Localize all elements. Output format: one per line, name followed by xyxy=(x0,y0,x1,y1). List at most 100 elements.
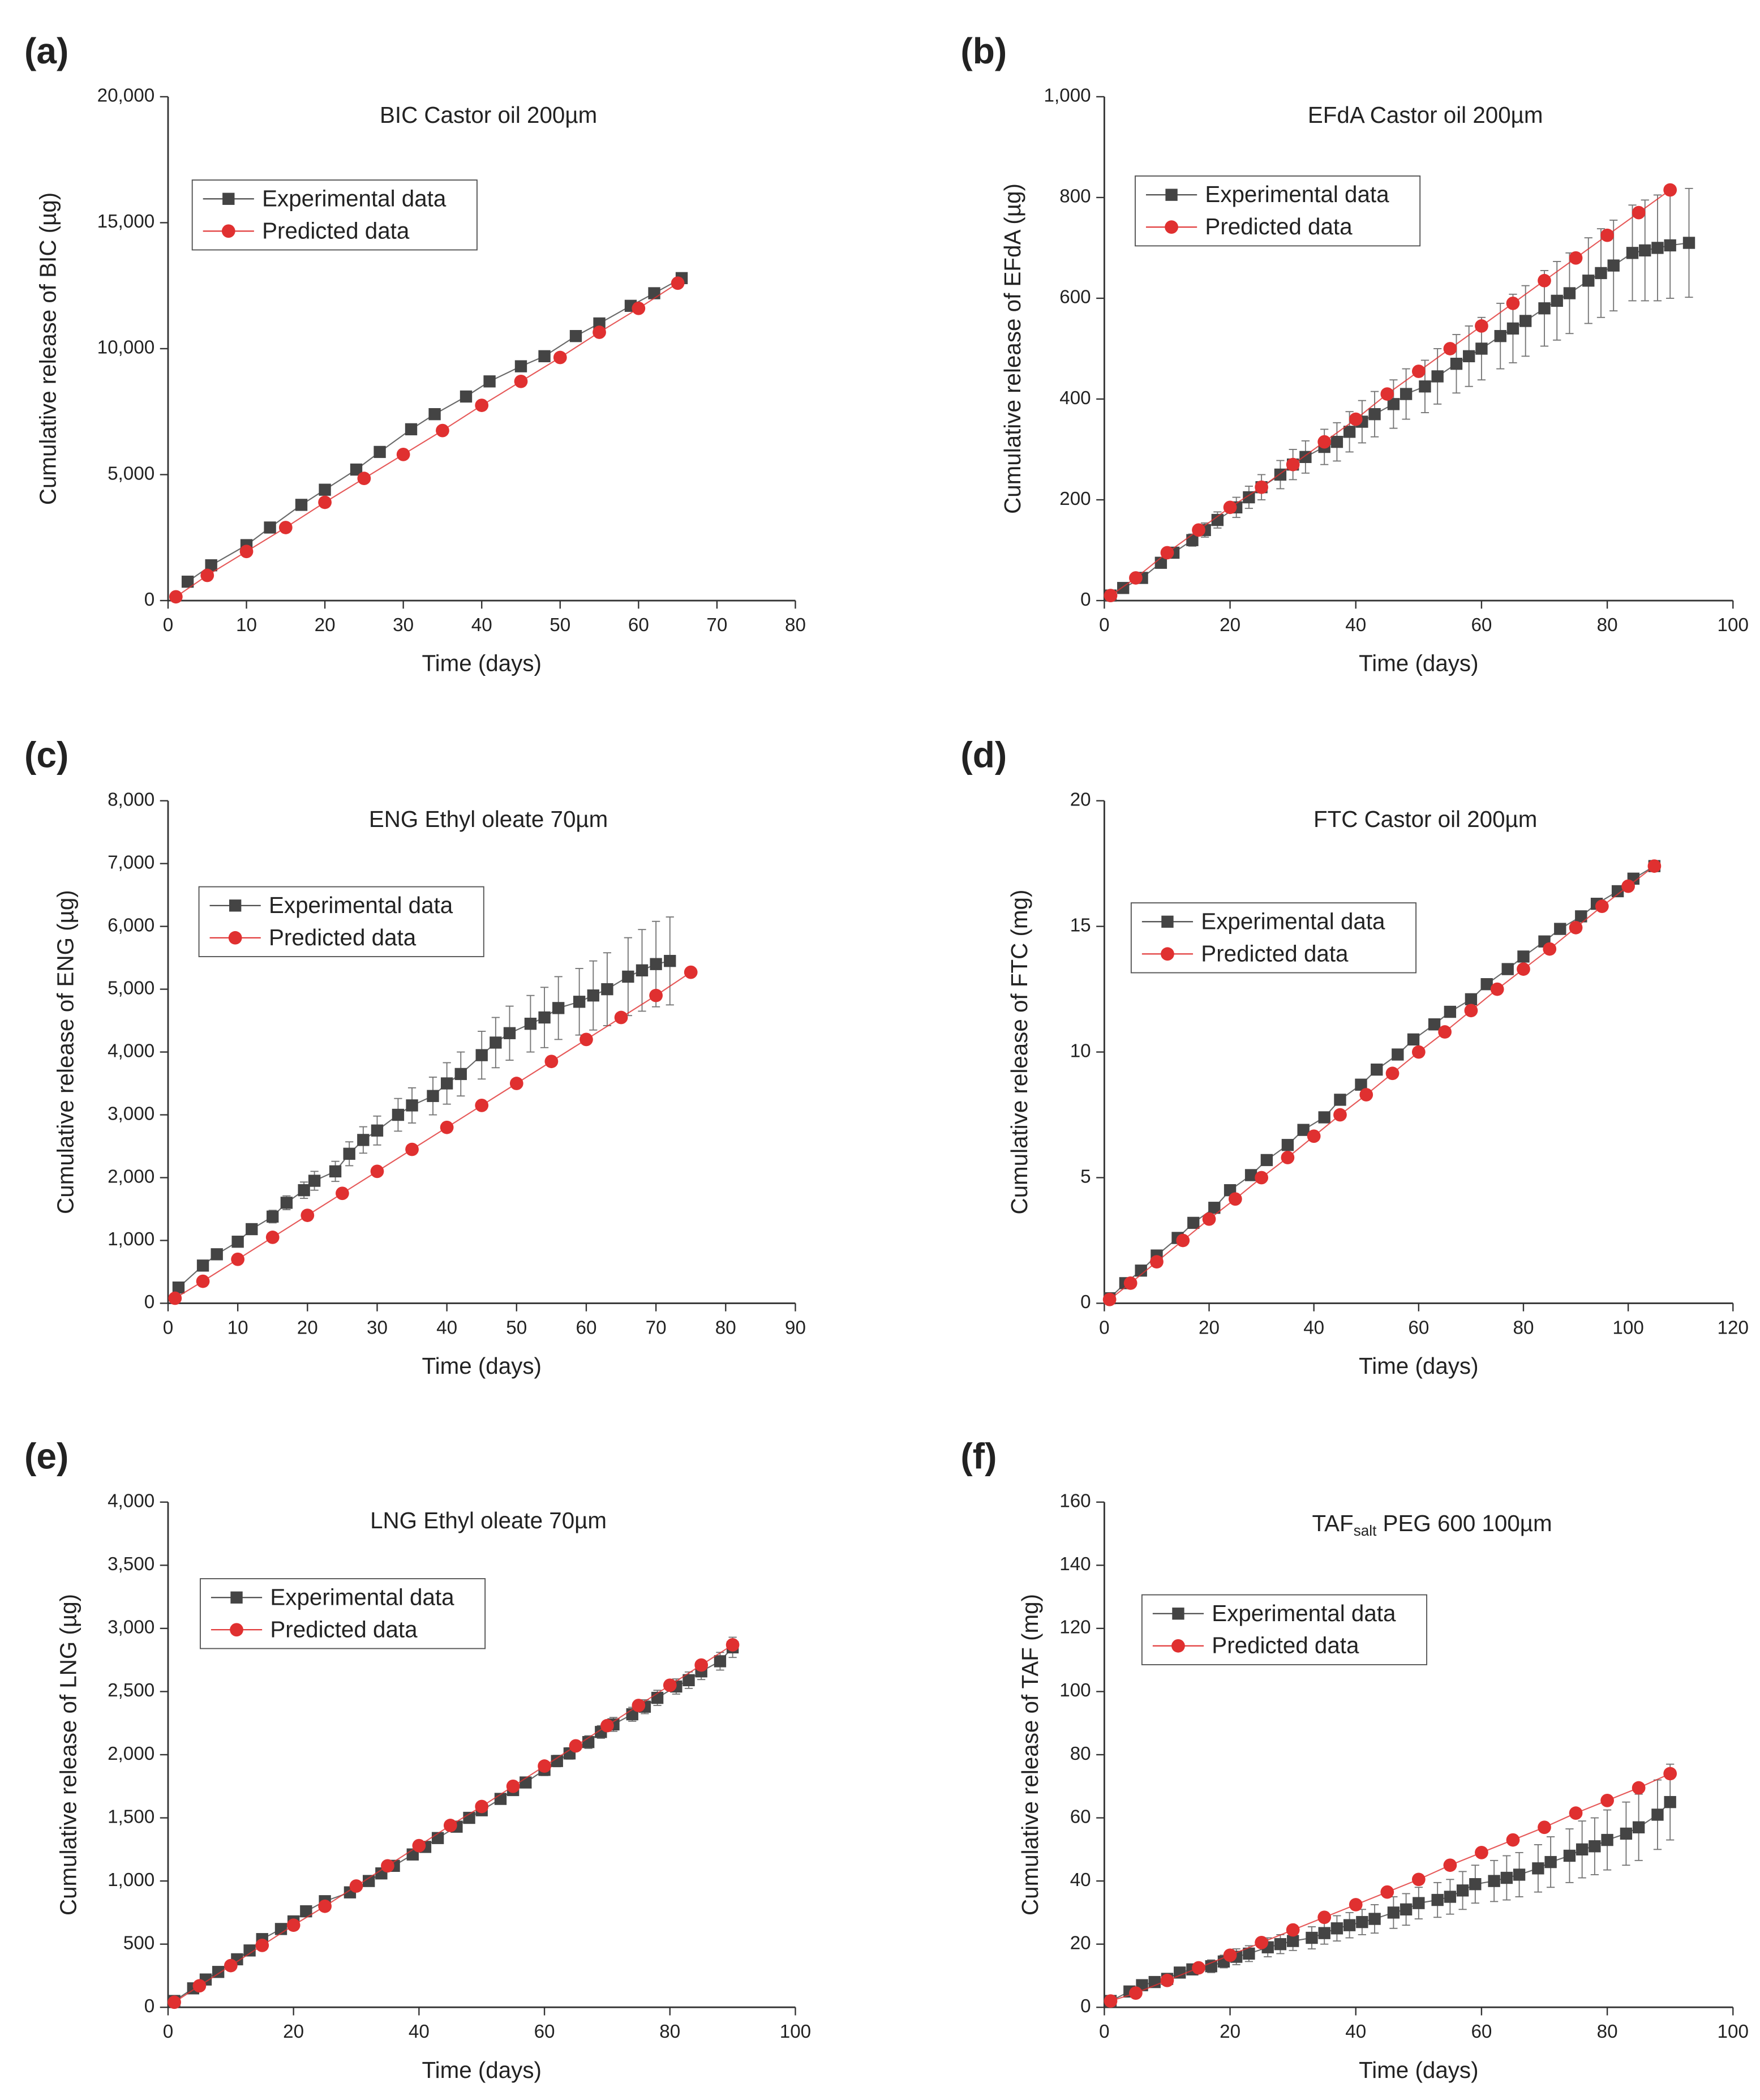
data-point xyxy=(1255,480,1268,494)
legend-marker xyxy=(1171,1639,1185,1653)
title-rest: PEG 600 100µm xyxy=(1376,1510,1552,1536)
data-point xyxy=(475,1799,489,1814)
data-point xyxy=(308,1175,321,1187)
legend-label: Predicted data xyxy=(262,217,410,243)
data-point xyxy=(1129,571,1143,585)
series-line xyxy=(174,971,692,1299)
data-point xyxy=(1176,1233,1190,1248)
data-point xyxy=(255,1939,269,1952)
data-point xyxy=(1129,1986,1143,2000)
data-point xyxy=(1469,1878,1482,1891)
legend-marker xyxy=(1161,947,1174,961)
data-point xyxy=(569,1739,583,1753)
data-point xyxy=(1104,589,1118,602)
data-point xyxy=(1334,1094,1346,1106)
data-point xyxy=(1651,1808,1664,1821)
legend-label: Experimental data xyxy=(1201,908,1385,934)
panel-label: (f) xyxy=(960,1436,997,1477)
x-tick-label: 80 xyxy=(1597,615,1618,636)
x-axis-label: Time (days) xyxy=(422,2057,541,2083)
data-point xyxy=(357,1134,370,1146)
data-point xyxy=(1664,239,1676,252)
data-point xyxy=(172,1282,185,1294)
series-line xyxy=(178,960,670,1288)
data-point xyxy=(1450,357,1463,370)
data-point xyxy=(1500,1871,1513,1884)
data-point xyxy=(1444,1891,1457,1903)
x-tick-label: 40 xyxy=(1345,2021,1366,2042)
data-point xyxy=(1411,1045,1426,1059)
data-point xyxy=(573,996,586,1008)
data-point xyxy=(181,575,194,588)
legend-marker xyxy=(1172,1608,1184,1620)
y-axis-label: Cumulative release of BIC (µg) xyxy=(35,192,61,505)
x-tick-label: 90 xyxy=(785,1317,806,1338)
y-tick-label: 800 xyxy=(1059,186,1091,207)
data-point xyxy=(1444,1005,1457,1018)
chart-title: FTC Castor oil 200µm xyxy=(1313,806,1537,832)
x-tick-label: 120 xyxy=(1718,1317,1749,1338)
data-point xyxy=(649,988,663,1002)
x-axis-label: Time (days) xyxy=(422,650,541,676)
data-point xyxy=(343,1147,355,1160)
data-point xyxy=(1306,1931,1318,1944)
data-point xyxy=(1419,380,1431,393)
data-point xyxy=(436,423,449,438)
legend-label: Experimental data xyxy=(1205,181,1389,207)
y-axis-label: Cumulative release of LNG (µg) xyxy=(55,1594,81,1915)
data-point xyxy=(579,1032,593,1047)
data-point xyxy=(1380,1885,1394,1899)
data-point xyxy=(682,1674,695,1687)
panel-label: (d) xyxy=(960,735,1007,775)
data-point xyxy=(1538,1820,1551,1835)
data-point xyxy=(1575,910,1587,923)
data-point xyxy=(192,1979,207,1993)
data-point xyxy=(1438,1025,1452,1039)
legend-marker xyxy=(230,1591,243,1604)
data-point xyxy=(243,1944,256,1957)
data-point xyxy=(427,1090,439,1102)
data-point xyxy=(1150,1255,1164,1269)
legend-label: Predicted data xyxy=(1201,940,1349,966)
data-point xyxy=(538,1011,551,1024)
data-point xyxy=(663,1678,677,1692)
data-point xyxy=(1563,1849,1576,1862)
data-point xyxy=(1494,330,1506,342)
data-point xyxy=(1260,1154,1273,1167)
y-tick-label: 100 xyxy=(1059,1680,1091,1701)
data-point xyxy=(1330,1922,1343,1935)
data-point xyxy=(524,1017,537,1030)
data-point xyxy=(1475,342,1488,355)
y-tick-label: 60 xyxy=(1070,1806,1091,1827)
data-point xyxy=(1538,273,1551,288)
data-point xyxy=(363,1875,375,1887)
x-tick-label: 20 xyxy=(1199,1317,1220,1338)
x-axis-label: Time (days) xyxy=(1359,1353,1478,1379)
data-point xyxy=(622,970,634,983)
y-tick-label: 2,000 xyxy=(108,1743,154,1764)
x-tick-label: 70 xyxy=(646,1317,667,1338)
data-point xyxy=(1519,315,1532,327)
data-point xyxy=(1663,183,1677,197)
chart-title: LNG Ethyl oleate 70µm xyxy=(370,1507,607,1533)
data-point xyxy=(1349,412,1363,426)
data-point xyxy=(1244,1169,1257,1181)
y-tick-label: 10 xyxy=(1070,1040,1091,1061)
data-point xyxy=(1551,294,1563,307)
data-point xyxy=(552,1002,565,1014)
legend-marker xyxy=(1165,188,1178,201)
data-point xyxy=(200,568,214,582)
data-point xyxy=(593,325,606,339)
data-point xyxy=(1600,228,1614,242)
data-point xyxy=(503,1027,516,1039)
data-point xyxy=(460,390,473,403)
legend-box xyxy=(191,179,478,251)
x-tick-label: 0 xyxy=(1099,1317,1109,1338)
data-point xyxy=(370,1164,384,1178)
x-tick-label: 40 xyxy=(1345,615,1366,636)
data-point xyxy=(1281,1139,1294,1151)
data-point xyxy=(600,1718,614,1733)
x-tick-label: 0 xyxy=(163,2021,173,2042)
legend-box xyxy=(199,1578,486,1649)
data-point xyxy=(1517,962,1530,976)
